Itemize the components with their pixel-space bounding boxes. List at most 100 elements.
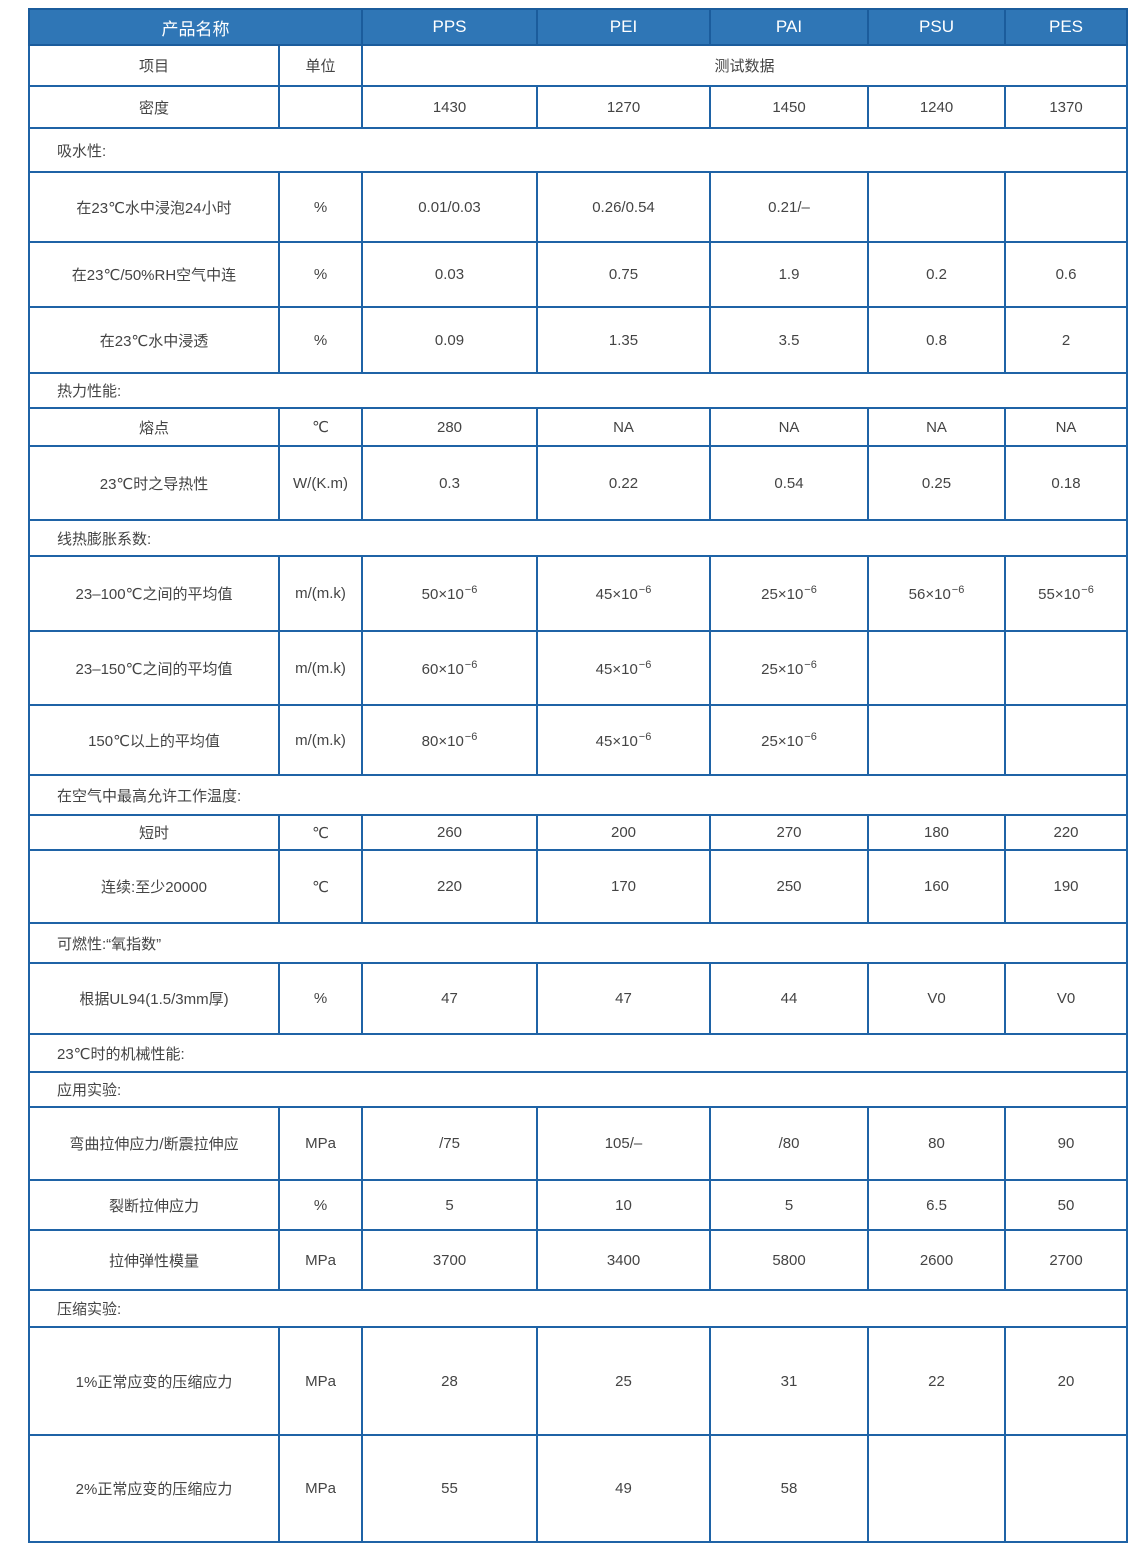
value-cell: 0.8 — [867, 306, 1006, 374]
value-cell: 3.5 — [709, 306, 869, 374]
product-header: PSU — [867, 8, 1006, 46]
value-cell: 1270 — [536, 85, 711, 129]
value-cell: V0 — [1004, 962, 1128, 1035]
section-label: 热力性能: — [28, 372, 1128, 409]
value-cell: 10 — [536, 1179, 711, 1231]
table-row: 2%正常应变的压缩应力 MPa 55 49 58 — [28, 1434, 1128, 1543]
value-cell: 80 — [867, 1106, 1006, 1181]
table-row: 23–150℃之间的平均值 m/(m.k) 60×10−6 45×10−6 25×10−… — [28, 630, 1128, 706]
table-row: 弯曲拉伸应力/断震拉伸应 MPa/75 105/–/80 80 90 — [28, 1106, 1128, 1181]
product-header: PEI — [536, 8, 711, 46]
unit-cell: % — [278, 241, 363, 308]
value-cell: 220 — [361, 849, 538, 924]
item-cell: 23–100℃之间的平均值 — [28, 555, 280, 632]
value-cell: 260 — [361, 814, 538, 851]
unit-cell: MPa — [278, 1434, 363, 1543]
value-cell: 47 — [361, 962, 538, 1035]
product-header: PPS — [361, 8, 538, 46]
value-exponent: −6 — [638, 730, 652, 743]
value-base: 45×10 — [595, 586, 638, 603]
properties-table: 产品名称 PPS PEI PAI PSU PES 项目 单位 测试数据 密度 14… — [28, 8, 1128, 1543]
value-cell: 280 — [361, 407, 538, 447]
value-cell: 25 — [536, 1326, 711, 1436]
value-exponent: −6 — [464, 658, 478, 671]
unit-cell: m/(m.k) — [278, 704, 363, 776]
value-cell: 5 — [361, 1179, 538, 1231]
value-exponent: −6 — [638, 658, 652, 671]
value-cell: 0.21/– — [709, 171, 869, 243]
item-cell: 熔点 — [28, 407, 280, 447]
unit-cell — [278, 85, 363, 129]
table-row: 密度 1430 1270 1450 1240 1370 — [28, 85, 1128, 129]
value-cell: 0.01/0.03 — [361, 171, 538, 243]
value-cell: 25×10−6 — [709, 555, 869, 632]
value-cell: 50×10−6 — [361, 555, 538, 632]
value-cell: 2600 — [867, 1229, 1006, 1291]
value-cell: 25×10−6 — [709, 704, 869, 776]
section-row: 压缩实验: — [28, 1289, 1128, 1328]
item-cell: 弯曲拉伸应力/断震拉伸应 — [28, 1106, 280, 1181]
value-cell — [1004, 1434, 1128, 1543]
value-cell: 220 — [1004, 814, 1128, 851]
value-cell: 0.26/0.54 — [536, 171, 711, 243]
value-cell — [867, 630, 1006, 706]
value-base: 55×10 — [1038, 586, 1081, 603]
table-row: 熔点 ℃ 280 NA NA NA NA — [28, 407, 1128, 447]
value-cell: 1.9 — [709, 241, 869, 308]
item-cell: 根据UL94(1.5/3mm厚) — [28, 962, 280, 1035]
value-cell: 55 — [361, 1434, 538, 1543]
value-cell: 55×10−6 — [1004, 555, 1128, 632]
unit-cell: ℃ — [278, 849, 363, 924]
unit-cell: % — [278, 962, 363, 1035]
table-row: 在23℃/50%RH空气中连% 0.03 0.75 1.9 0.2 0.6 — [28, 241, 1128, 308]
value-cell: /80 — [709, 1106, 869, 1181]
value-base: 25×10 — [761, 586, 804, 603]
value-cell: 0.54 — [709, 445, 869, 521]
subheader-row: 项目 单位 测试数据 — [28, 44, 1128, 87]
value-cell: 200 — [536, 814, 711, 851]
table-row: 在23℃水中浸泡24小时% 0.01/0.03 0.26/0.54 0.21/– — [28, 171, 1128, 243]
table-row: 短时 ℃ 260 200 270 180 220 — [28, 814, 1128, 851]
section-label: 线热膨胀系数: — [28, 519, 1128, 557]
value-cell: 0.3 — [361, 445, 538, 521]
value-exponent: −6 — [464, 730, 478, 743]
unit-cell: % — [278, 306, 363, 374]
value-exponent: −6 — [464, 584, 478, 596]
value-exponent: −6 — [951, 584, 965, 596]
section-row: 线热膨胀系数: — [28, 519, 1128, 557]
value-cell: 2 — [1004, 306, 1128, 374]
value-cell: 22 — [867, 1326, 1006, 1436]
item-cell: 在23℃水中浸泡24小时 — [28, 171, 280, 243]
table-row: 150℃以上的平均值 m/(m.k) 80×10−6 45×10−6 25×10−6 — [28, 704, 1128, 776]
value-cell: 3400 — [536, 1229, 711, 1291]
value-cell: 0.03 — [361, 241, 538, 308]
table-row: 23–100℃之间的平均值 m/(m.k) 50×10−6 45×10−6 25×10−… — [28, 555, 1128, 632]
section-row: 热力性能: — [28, 372, 1128, 409]
section-label: 吸水性: — [28, 127, 1128, 173]
item-cell: 23–150℃之间的平均值 — [28, 630, 280, 706]
value-cell: 50 — [1004, 1179, 1128, 1231]
value-base: 25×10 — [761, 732, 804, 750]
value-base: 45×10 — [595, 732, 638, 750]
value-cell: 250 — [709, 849, 869, 924]
value-cell: 5 — [709, 1179, 869, 1231]
test-data-header: 测试数据 — [361, 44, 1128, 87]
product-name-header: 产品名称 — [28, 8, 363, 46]
item-cell: 密度 — [28, 85, 280, 129]
table-row: 根据UL94(1.5/3mm厚)% 47 47 44 V0 V0 — [28, 962, 1128, 1035]
table-row: 拉伸弹性模量 MPa 3700 3400 5800 2600 2700 — [28, 1229, 1128, 1291]
value-cell: 0.22 — [536, 445, 711, 521]
value-cell: 28 — [361, 1326, 538, 1436]
table-row: 1%正常应变的压缩应力 MPa 28 25 31 22 20 — [28, 1326, 1128, 1436]
value-cell — [867, 1434, 1006, 1543]
value-base: 60×10 — [421, 660, 464, 678]
unit-cell: ℃ — [278, 407, 363, 447]
item-cell: 23℃时之导热性 — [28, 445, 280, 521]
value-cell: 170 — [536, 849, 711, 924]
section-row: 在空气中最高允许工作温度: — [28, 774, 1128, 816]
table-row: 在23℃水中浸透% 0.09 1.35 3.5 0.8 2 — [28, 306, 1128, 374]
item-cell: 150℃以上的平均值 — [28, 704, 280, 776]
value-cell: 105/– — [536, 1106, 711, 1181]
table-row: 连续:至少20000 ℃ 220 170 250 160 190 — [28, 849, 1128, 924]
value-cell: 1430 — [361, 85, 538, 129]
